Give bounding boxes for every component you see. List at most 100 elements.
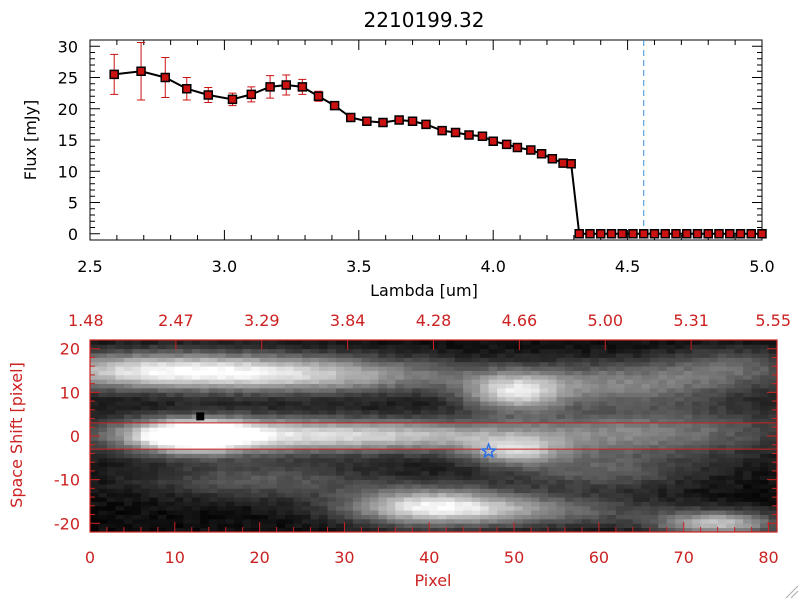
heatmap-cell <box>149 497 159 502</box>
heatmap-cell <box>598 344 608 350</box>
heatmap-cell <box>564 418 574 424</box>
heatmap-cell <box>361 462 371 467</box>
heatmap-cell <box>217 401 227 406</box>
heatmap-cell <box>140 422 150 428</box>
heatmap-cell <box>268 340 277 345</box>
heatmap-cell <box>649 479 659 485</box>
heatmap-cell <box>471 374 481 380</box>
heatmap-cell <box>344 484 354 489</box>
heatmap-cell <box>717 462 727 467</box>
heatmap-cell <box>420 401 430 406</box>
heatmap-cell <box>276 370 286 376</box>
heatmap-cell <box>174 501 184 507</box>
heatmap-cell <box>276 344 286 350</box>
heatmap-cell <box>480 523 490 529</box>
heatmap-cell <box>327 348 337 354</box>
heatmap-cell <box>573 361 583 367</box>
heatmap-cell <box>649 422 659 428</box>
heatmap-cell <box>683 457 693 463</box>
heatmap-cell <box>344 466 354 472</box>
heatmap-cell <box>590 379 600 385</box>
heatmap-cell <box>302 374 311 380</box>
heatmap-cell <box>293 523 303 529</box>
heatmap-cell <box>760 510 769 515</box>
heatmap-cell <box>683 414 693 419</box>
heatmap-cell <box>386 475 396 481</box>
heatmap-cell <box>734 449 744 454</box>
heatmap-cell <box>556 379 566 385</box>
heatmap-cell <box>734 444 744 450</box>
heatmap-cell <box>293 501 303 507</box>
heatmap-cell <box>700 396 710 402</box>
heatmap-cell <box>700 527 710 533</box>
heatmap-cell <box>208 510 218 515</box>
heatmap-cell <box>115 466 125 472</box>
heatmap-cell <box>106 514 116 520</box>
heatmap-cell <box>446 492 456 498</box>
heatmap-cell <box>471 440 481 446</box>
heatmap-cell <box>319 436 328 441</box>
heatmap-cell <box>615 383 625 389</box>
heatmap-cell <box>607 357 617 363</box>
heatmap-cell <box>242 444 252 450</box>
heatmap-cell <box>132 344 142 350</box>
heatmap-cell <box>386 379 396 385</box>
heatmap-cell <box>412 523 422 529</box>
heatmap-cell <box>310 497 320 502</box>
heatmap-cell <box>471 466 481 472</box>
heatmap-cell <box>327 418 337 424</box>
bottom-top-wavelength-ticks: 1.48 2.47 3.29 3.84 4.28 4.66 5.00 5.31 5.55 <box>68 311 791 350</box>
heatmap-cell <box>658 388 668 393</box>
heatmap-cell <box>607 527 617 533</box>
heatmap-cell <box>437 510 447 515</box>
heatmap-cell <box>361 357 371 363</box>
heatmap-cell <box>234 388 244 393</box>
resize-grip-icon[interactable] <box>785 585 799 599</box>
heatmap-cell <box>564 488 574 494</box>
heatmap-cell <box>437 501 447 507</box>
heatmap-cell <box>548 497 557 502</box>
heatmap-cell <box>174 344 184 350</box>
heatmap-cell <box>505 440 515 446</box>
heatmap-cell <box>106 401 116 406</box>
heatmap-cell <box>200 374 210 380</box>
heatmap-cell <box>539 466 549 472</box>
heatmap-cell <box>564 405 574 411</box>
heatmap-cell <box>302 518 311 524</box>
heatmap-cell <box>132 492 142 498</box>
heatmap-cell <box>242 401 252 406</box>
heatmap-cell <box>531 361 540 367</box>
heatmap-cell <box>327 462 337 467</box>
heatmap-cell <box>234 488 244 494</box>
heatmap-cell <box>751 427 761 433</box>
heatmap-cell <box>361 484 371 489</box>
top-y-tick-label: 20 <box>58 100 78 119</box>
heatmap-cell <box>429 440 439 446</box>
heatmap-cell <box>429 484 439 489</box>
heatmap-cell <box>531 514 540 520</box>
heatmap-cell <box>683 383 693 389</box>
top-x-tick-label: 3.0 <box>212 257 237 276</box>
heatmap-cell <box>641 405 651 411</box>
heatmap-cell <box>208 366 218 371</box>
heatmap-cell <box>208 388 218 393</box>
heatmap-cell <box>581 361 591 367</box>
heatmap-cell <box>581 383 591 389</box>
heatmap-cell <box>641 510 651 515</box>
heatmap-cell <box>615 348 625 354</box>
heatmap-cell <box>488 340 498 345</box>
heatmap-cell <box>327 466 337 472</box>
heatmap-cell <box>505 353 515 358</box>
heatmap-cell <box>123 436 133 441</box>
heatmap-cell <box>573 466 583 472</box>
heatmap-cell <box>607 374 617 380</box>
heatmap-cell <box>106 479 116 485</box>
heatmap-cell <box>658 449 668 454</box>
heatmap-cell <box>666 510 676 515</box>
heatmap-cell <box>90 374 99 380</box>
heatmap-cell <box>251 497 261 502</box>
heatmap-cell <box>692 505 702 511</box>
heatmap-cell <box>352 440 362 446</box>
heatmap-cell <box>480 396 490 402</box>
heatmap-cell <box>471 418 481 424</box>
